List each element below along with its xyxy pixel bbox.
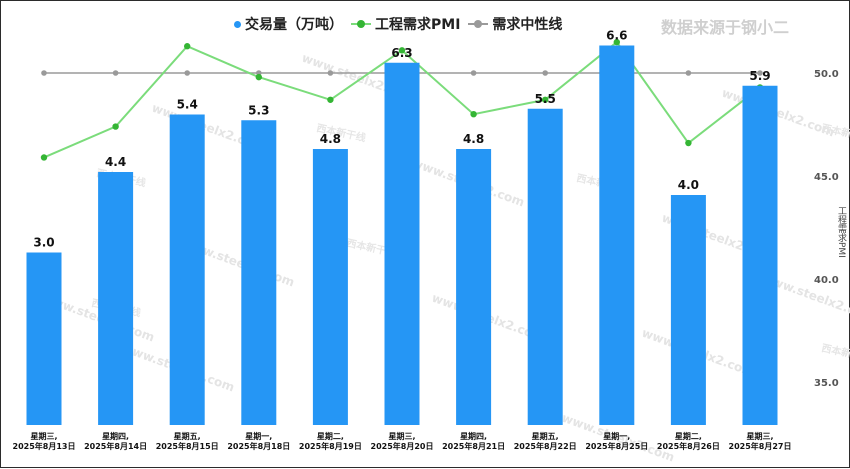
x-tick-weekday: 星期一,: [603, 431, 630, 441]
volume-bar: [599, 45, 635, 425]
legend-pmi-label: 工程需求PMI: [375, 17, 461, 33]
watermark-text: www.steelx2.com: [720, 86, 836, 140]
neutral-point: [685, 70, 692, 76]
x-tick-date: 2025年8月22日: [514, 441, 577, 451]
right-axis-label: 工程需求PMI: [836, 206, 846, 258]
x-tick-weekday: 星期三,: [746, 431, 773, 441]
x-tick-date: 2025年8月14日: [84, 441, 147, 451]
x-tick-weekday: 星期五,: [174, 431, 201, 441]
right-tick-label: 50.0: [814, 69, 839, 80]
right-tick-label: 35.0: [814, 378, 839, 389]
legend-pmi-marker: [351, 20, 371, 28]
pmi-point: [470, 111, 477, 118]
x-tick-weekday: 星期四,: [460, 431, 487, 441]
legend-item-pmi[interactable]: 工程需求PMI: [351, 14, 460, 34]
x-tick-weekday: 星期二,: [675, 431, 702, 441]
x-tick-date: 2025年8月27日: [729, 441, 792, 451]
pmi-point: [40, 154, 48, 161]
neutral-point: [184, 70, 190, 76]
bar-value-label: 4.8: [463, 132, 484, 146]
pmi-point: [542, 96, 549, 103]
volume-bar: [456, 149, 492, 425]
x-tick-weekday: 星期三,: [388, 431, 415, 441]
neutral-point: [757, 70, 763, 76]
legend-neutral-label: 需求中性线: [492, 17, 563, 33]
neutral-point: [470, 70, 477, 76]
legend-volume-label: 交易量（万吨）: [245, 17, 343, 33]
right-tick-label: 40.0: [814, 275, 839, 286]
volume-bar: [26, 252, 62, 425]
pmi-point: [613, 38, 620, 46]
pmi-point: [398, 47, 406, 54]
neutral-point: [41, 70, 47, 76]
x-axis-labels: 星期三,2025年8月13日星期四,2025年8月14日星期五,2025年8月1…: [13, 431, 792, 451]
bar-value-label: 5.4: [177, 98, 198, 112]
x-tick-weekday: 星期一,: [245, 431, 272, 441]
bar-value-label: 5.9: [749, 69, 770, 83]
volume-bar: [241, 120, 277, 425]
bar-value-label: 6.3: [391, 46, 412, 60]
neutral-point: [112, 70, 119, 76]
pmi-point: [255, 73, 262, 81]
bar-value-label: 6.6: [606, 29, 627, 43]
legend-item-neutral[interactable]: 需求中性线: [468, 14, 562, 34]
watermark-logo: 西本新干线: [820, 341, 850, 364]
series-volume-bars: [26, 45, 778, 425]
volume-bar: [527, 108, 563, 425]
source-note: 数据来源于钢小二: [661, 18, 790, 37]
x-tick-weekday: 星期二,: [317, 431, 344, 441]
bar-value-label: 4.8: [320, 132, 341, 146]
x-tick-date: 2025年8月15日: [156, 441, 219, 451]
legend: 交易量（万吨） 工程需求PMI 需求中性线: [234, 14, 562, 34]
right-axis-ticks: 50.0 45.0 40.0 35.0: [814, 69, 839, 389]
pmi-point: [685, 139, 692, 147]
bar-value-label: 4.0: [678, 178, 699, 192]
x-tick-date: 2025年8月21日: [442, 441, 505, 451]
volume-bar: [384, 62, 420, 425]
pmi-point: [112, 123, 119, 130]
volume-bar: [742, 85, 778, 425]
pmi-point: [184, 43, 191, 50]
volume-bar: [670, 195, 706, 425]
bar-value-label: 3.0: [33, 236, 54, 250]
x-tick-weekday: 星期五,: [532, 431, 559, 441]
volume-bar: [312, 149, 348, 425]
x-tick-weekday: 星期三,: [30, 431, 57, 441]
right-tick-label: 45.0: [814, 172, 839, 183]
x-tick-date: 2025年8月13日: [13, 441, 76, 451]
bar-value-label: 5.3: [248, 103, 269, 117]
legend-item-volume[interactable]: 交易量（万吨）: [234, 14, 343, 34]
watermark-logo: 西本新干线: [820, 121, 850, 144]
x-tick-date: 2025年8月25日: [585, 441, 648, 451]
neutral-point: [542, 70, 548, 76]
bar-value-label: 5.5: [535, 92, 556, 106]
x-tick-weekday: 星期四,: [102, 431, 129, 441]
x-tick-date: 2025年8月26日: [657, 441, 720, 451]
pmi-point: [327, 96, 334, 103]
legend-neutral-marker: [468, 20, 489, 28]
bar-data-labels: 3.0 4.4 5.4 5.3 4.8 6.3 4.8 5.5 6.6 4.0 5.9: [33, 29, 770, 250]
volume-bar: [169, 114, 205, 425]
x-tick-date: 2025年8月18日: [227, 441, 290, 451]
volume-bar: [98, 172, 134, 425]
x-tick-date: 2025年8月20日: [371, 441, 434, 451]
series-pmi-line: [40, 38, 764, 161]
neutral-point: [327, 70, 334, 76]
legend-volume-marker: [234, 20, 241, 28]
x-tick-date: 2025年8月19日: [299, 441, 362, 451]
bar-value-label: 4.4: [105, 155, 126, 169]
